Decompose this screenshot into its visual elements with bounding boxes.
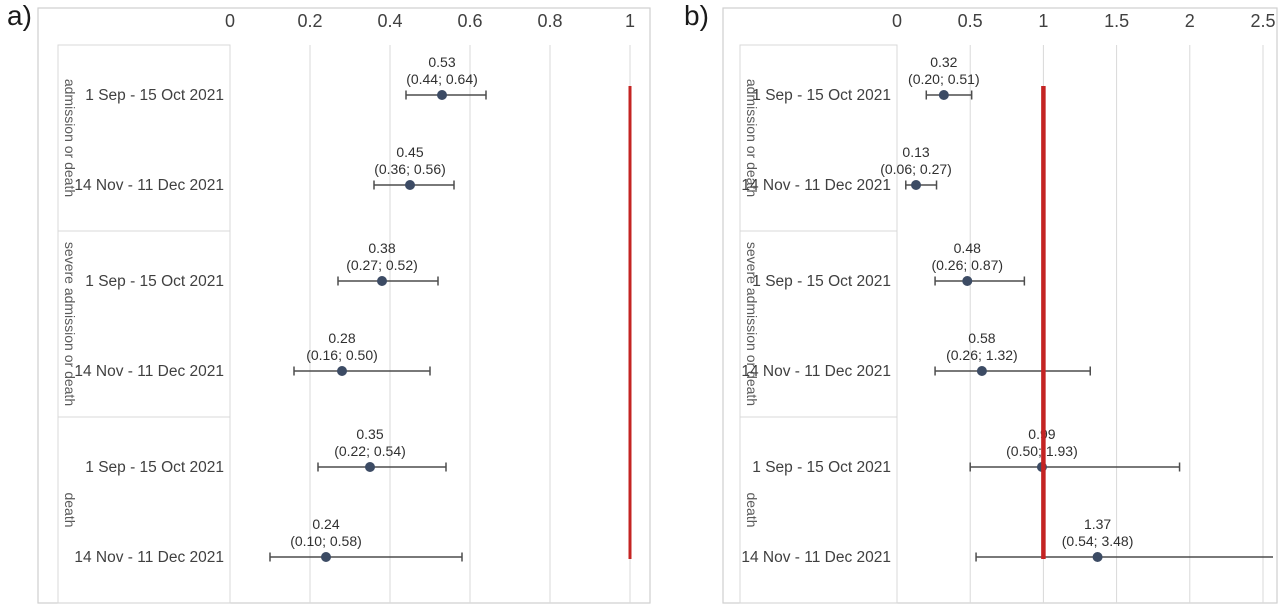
group-label: admission or death xyxy=(62,79,78,197)
category-group-box xyxy=(57,416,231,604)
row-period-label: 1 Sep - 15 Oct 2021 xyxy=(752,87,891,104)
point-marker xyxy=(437,90,447,100)
point-marker xyxy=(938,90,949,100)
ci-label: (0.10; 0.58) xyxy=(290,533,362,549)
group-label: admission or death xyxy=(744,79,760,197)
axis-tick-label: 1.5 xyxy=(1104,11,1129,31)
group-label: severe admission or death xyxy=(744,242,760,406)
point-marker xyxy=(405,180,415,190)
category-group-box xyxy=(739,416,898,604)
ci-label: (0.16; 0.50) xyxy=(306,347,378,363)
estimate-label: 0.32 xyxy=(930,54,957,70)
ci-label: (0.06; 0.27) xyxy=(880,161,952,177)
estimate-label: 0.28 xyxy=(328,330,355,346)
axis-tick-label: 0.2 xyxy=(297,11,322,31)
category-group-box xyxy=(57,230,231,418)
group-label: severe admission or death xyxy=(62,242,78,406)
point-marker xyxy=(377,276,387,286)
axis-tick-label: 0.4 xyxy=(377,11,402,31)
row-period-label: 14 Nov - 11 Dec 2021 xyxy=(741,363,891,380)
point-marker xyxy=(365,462,375,472)
axis-tick-label: 1 xyxy=(625,11,635,31)
point-marker xyxy=(321,552,331,562)
panel-frame xyxy=(722,7,1278,604)
axis-tick-label: 0 xyxy=(225,11,235,31)
axis-tick-label: 0.5 xyxy=(958,11,983,31)
row-period-label: 1 Sep - 15 Oct 2021 xyxy=(85,273,224,290)
point-marker xyxy=(962,276,973,286)
category-group-box xyxy=(739,44,898,232)
ci-label: (0.36; 0.56) xyxy=(374,161,446,177)
row-period-label: 14 Nov - 11 Dec 2021 xyxy=(74,363,224,380)
point-marker xyxy=(1092,552,1103,562)
estimate-label: 0.35 xyxy=(356,426,383,442)
row-period-label: 1 Sep - 15 Oct 2021 xyxy=(752,273,891,290)
group-label: death xyxy=(744,492,760,527)
axis-tick-label: 1 xyxy=(1038,11,1048,31)
estimate-label: 0.48 xyxy=(954,240,981,256)
axis-tick-label: 2 xyxy=(1185,11,1195,31)
group-label: death xyxy=(62,492,78,527)
estimate-label: 0.24 xyxy=(312,516,339,532)
ci-label: (0.26; 0.87) xyxy=(931,257,1003,273)
estimate-label: 0.45 xyxy=(396,144,423,160)
row-period-label: 14 Nov - 11 Dec 2021 xyxy=(74,177,224,194)
row-period-label: 1 Sep - 15 Oct 2021 xyxy=(752,459,891,476)
ci-label: (0.27; 0.52) xyxy=(346,257,418,273)
estimate-label: 0.58 xyxy=(968,330,995,346)
ci-label: (0.20; 0.51) xyxy=(908,71,980,87)
row-period-label: 14 Nov - 11 Dec 2021 xyxy=(74,549,224,566)
axis-tick-label: 0 xyxy=(892,11,902,31)
row-period-label: 14 Nov - 11 Dec 2021 xyxy=(741,177,891,194)
axis-tick-label: 0.6 xyxy=(457,11,482,31)
category-group-box xyxy=(57,44,231,232)
ci-label: (0.26; 1.32) xyxy=(946,347,1018,363)
panel-frame xyxy=(37,7,651,604)
estimate-label: 0.53 xyxy=(428,54,455,70)
panel-b-label: b) xyxy=(684,0,709,31)
estimate-label: 1.37 xyxy=(1084,516,1111,532)
axis-tick-label: 0.8 xyxy=(537,11,562,31)
ci-label: (0.22; 0.54) xyxy=(334,443,406,459)
point-marker xyxy=(337,366,347,376)
ci-label: (0.44; 0.64) xyxy=(406,71,478,87)
row-period-label: 1 Sep - 15 Oct 2021 xyxy=(85,459,224,476)
point-marker xyxy=(911,180,922,190)
ci-label: (0.54; 3.48) xyxy=(1062,533,1134,549)
estimate-label: 0.38 xyxy=(368,240,395,256)
row-period-label: 1 Sep - 15 Oct 2021 xyxy=(85,87,224,104)
row-period-label: 14 Nov - 11 Dec 2021 xyxy=(741,549,891,566)
category-group-box xyxy=(739,230,898,418)
point-marker xyxy=(976,366,987,376)
panel-a-label: a) xyxy=(7,0,32,31)
axis-tick-label: 2.5 xyxy=(1250,11,1275,31)
estimate-label: 0.13 xyxy=(902,144,929,160)
